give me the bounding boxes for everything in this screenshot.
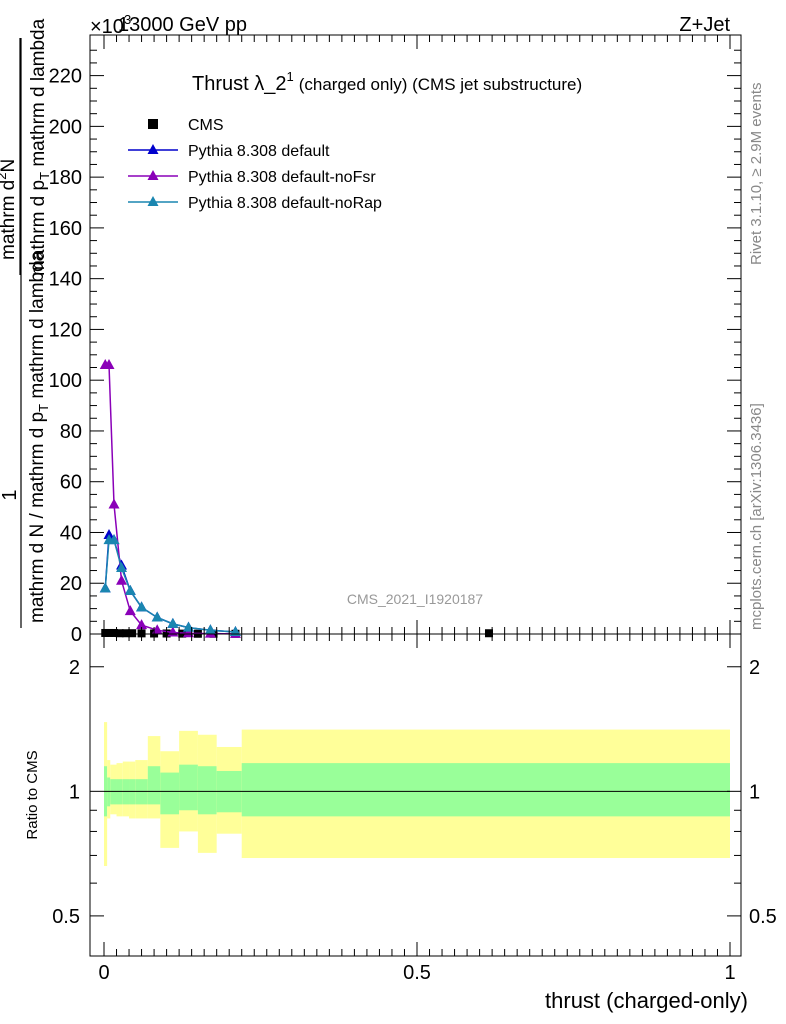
main-marks bbox=[99, 358, 493, 638]
ratio-y-tick-label: 2 bbox=[749, 657, 760, 679]
y-tick-label: 80 bbox=[60, 421, 82, 443]
data-point bbox=[116, 562, 128, 573]
y-tick-label: 120 bbox=[49, 319, 82, 341]
ylabel-num: 1 bbox=[0, 489, 21, 500]
main-y-label: 1 mathrm d N / mathrm d pT mathrm d lamb… bbox=[0, 18, 52, 628]
series-2 bbox=[99, 358, 241, 638]
x-tick-label: 0 bbox=[98, 962, 109, 984]
y-tick-label: 60 bbox=[60, 472, 82, 494]
legend-marker bbox=[147, 170, 159, 180]
data-point bbox=[108, 534, 120, 545]
y-exponent: ×103 bbox=[90, 12, 131, 38]
data-point bbox=[136, 601, 148, 612]
legend-entry: Pythia 8.308 default-noRap bbox=[128, 195, 382, 212]
y-tick-label: 20 bbox=[60, 573, 82, 595]
legend-label: Pythia 8.308 default bbox=[188, 143, 330, 160]
y-tick-label: 200 bbox=[49, 116, 82, 138]
data-point bbox=[115, 629, 124, 638]
x-axis-label: thrust (charged-only) bbox=[545, 988, 748, 1013]
ratio-y-tick-label: 1 bbox=[749, 781, 760, 803]
y-tick-label: 160 bbox=[49, 218, 82, 240]
header-energy: 13000 GeV pp bbox=[118, 14, 247, 36]
ratio-band-green bbox=[241, 763, 730, 817]
legend-marker bbox=[148, 119, 158, 129]
main-plot-title: Thrust λ_21 (charged only) (CMS jet subst… bbox=[192, 69, 582, 95]
data-point bbox=[128, 629, 137, 638]
ratio-y-tick-label: 0.5 bbox=[749, 906, 777, 928]
y-exponent-power: 3 bbox=[124, 12, 131, 27]
data-point bbox=[204, 624, 216, 635]
legend-entry: Pythia 8.308 default bbox=[128, 143, 330, 160]
ratio-frame bbox=[89, 633, 742, 957]
series-3 bbox=[99, 534, 241, 636]
data-point bbox=[103, 529, 115, 540]
y-tick-label: 140 bbox=[49, 269, 82, 291]
y-exponent-base: ×10 bbox=[90, 16, 124, 38]
data-point bbox=[136, 619, 148, 630]
legend-label: CMS bbox=[188, 117, 224, 134]
axes: 0 20 40 60 80 100 120 140 160 180 200 220 0 0.5 1 0.5 0.… bbox=[49, 34, 777, 984]
ratio-y-tick-label: 0.5 bbox=[52, 906, 80, 928]
legend: CMS Pythia 8.308 default Pythia 8.308 defa… bbox=[128, 117, 382, 212]
analysis-id: CMS_2021_I1920187 bbox=[347, 591, 483, 607]
ratio-y-label: Ratio to CMS bbox=[24, 750, 41, 839]
legend-entry: CMS bbox=[148, 117, 224, 134]
ratio-band-green bbox=[107, 777, 111, 807]
data-point bbox=[167, 617, 179, 628]
series-line bbox=[105, 364, 236, 635]
data-point bbox=[484, 629, 493, 638]
y-tick-label: 0 bbox=[71, 624, 82, 646]
ratio-y-tick-label: 1 bbox=[69, 781, 80, 803]
rivet-label: Rivet 3.1.10, ≥ 2.9M events bbox=[748, 83, 765, 266]
data-point bbox=[110, 628, 119, 637]
y-tick-label: 40 bbox=[60, 522, 82, 544]
data-point bbox=[124, 605, 136, 616]
data-point bbox=[99, 582, 111, 593]
header-process: Z+Jet bbox=[679, 14, 730, 36]
ratio-bands bbox=[104, 722, 730, 867]
ratio-band-green bbox=[147, 766, 161, 805]
ylabel-top-den: mathrm d pT mathrm d lambda bbox=[28, 18, 52, 276]
data-point bbox=[121, 629, 130, 638]
ratio-y-tick-label: 2 bbox=[69, 657, 80, 679]
legend-marker bbox=[147, 144, 159, 154]
ratio-band-green bbox=[197, 766, 217, 815]
y-tick-label: 220 bbox=[49, 66, 82, 88]
legend-marker bbox=[147, 196, 159, 206]
data-point bbox=[108, 498, 120, 509]
mcplots-label: mcplots.cern.ch [arXiv:1306.3436] bbox=[748, 403, 765, 630]
y-tick-label: 180 bbox=[49, 167, 82, 189]
data-point bbox=[229, 625, 241, 636]
x-tick-label: 0.5 bbox=[403, 962, 431, 984]
data-point bbox=[105, 628, 114, 637]
legend-label: Pythia 8.308 default-noFsr bbox=[188, 169, 376, 186]
data-point bbox=[103, 358, 115, 369]
legend-entry: Pythia 8.308 default-noFsr bbox=[128, 169, 376, 186]
legend-label: Pythia 8.308 default-noRap bbox=[188, 195, 382, 212]
x-tick-label: 1 bbox=[724, 962, 735, 984]
ylabel-den: mathrm d N / mathrm d pT mathrm d lambda bbox=[27, 250, 51, 623]
ratio-band-green bbox=[160, 772, 180, 815]
series-line bbox=[104, 539, 236, 633]
ylabel-top: mathrm d2N bbox=[0, 159, 19, 260]
ratio-band-green bbox=[179, 764, 198, 811]
y-tick-label: 100 bbox=[49, 370, 82, 392]
data-point bbox=[124, 584, 136, 595]
data-point bbox=[116, 574, 128, 585]
data-point bbox=[151, 611, 163, 622]
